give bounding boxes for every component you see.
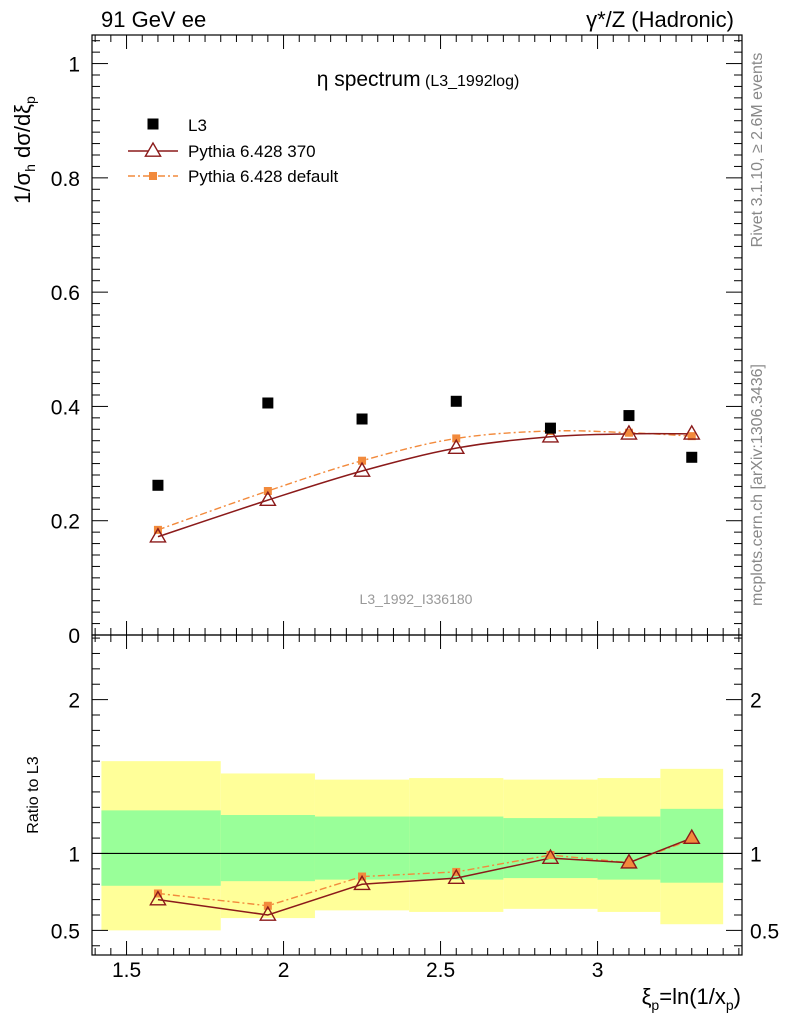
y-tick-label-ratio: 1 [68,843,80,866]
ratio-point-pythia-default [546,851,555,859]
point-pythia-370 [259,490,277,507]
rivet-label: Rivet 3.1.10, ≥ 2.6M events [749,53,766,248]
x-tick-label: 3 [592,959,604,982]
y-tick-label-ratio-right: 2 [750,690,762,713]
point-pythia-default [624,428,633,437]
series-pythia-default [153,427,696,534]
point-l3 [262,397,274,409]
ratio-point-pythia-default [452,867,461,876]
y-tick-label-main: 0.4 [51,396,81,419]
ratio-point-pythia-default [153,889,162,898]
legend-marker-pythia-370 [144,141,162,157]
series-line-pythia-370 [157,432,692,538]
x-tick-label: 2.5 [426,959,455,982]
y-axis-label-ratio: Ratio to L3 [25,756,42,833]
ratio-band-green [660,808,724,883]
ratio-band-green [503,818,598,879]
point-pythia-370 [149,527,167,543]
point-l3 [686,451,698,463]
ratio-point-pythia-370 [682,828,701,844]
point-l3 [623,410,635,422]
series-pythia-370 [149,424,701,543]
legend-marker-pythia-default [149,172,157,180]
ratio-point-pythia-370 [541,848,560,864]
watermark: L3_1992_I336180 [360,591,473,607]
y-ticks-ratio [92,637,742,947]
point-pythia-default [687,432,696,441]
point-pythia-default [358,456,367,465]
point-l3 [356,413,368,425]
point-pythia-370 [353,461,371,477]
legend-label-pythia-default: Pythia 6.428 default [188,167,339,186]
point-pythia-370 [682,424,701,440]
y-tick-label-ratio: 0.5 [51,920,80,943]
ratio-point-pythia-370 [149,890,167,906]
header-right: γ*/Z (Hadronic) [586,7,734,32]
x-ticks [94,35,740,955]
ratio-point-pythia-370 [259,905,277,921]
point-l3 [544,422,556,434]
ratio-point-pythia-370 [353,874,371,891]
y-tick-label-main: 0.6 [51,282,80,305]
series-line-pythia-default [157,430,692,531]
ratio-band-green [101,810,221,886]
y-tick-label-main: 1 [68,54,80,77]
y-axis-label-main: 1/σh dσ/dξp [10,96,38,204]
ratio-point-pythia-370 [447,868,466,884]
header-left: 91 GeV ee [101,7,207,32]
legend-label-l3: L3 [188,116,207,135]
point-pythia-default [452,434,461,443]
y-tick-label-main: 0.2 [51,511,80,534]
point-pythia-370 [541,427,560,443]
ratio-point-pythia-370 [620,853,638,869]
x-tick-label: 2 [278,959,290,982]
ratio-band-green [220,815,315,882]
ratio-series-pythia-370 [149,828,701,921]
x-axis-label: ξp=ln(1/xp) [642,984,741,1013]
point-pythia-370 [620,424,638,440]
ratio-band-green [597,816,661,880]
legend-marker-l3 [147,118,159,130]
x-tick-label: 1.5 [112,959,141,982]
ratio-plot-frame [91,634,743,956]
y-tick-label-ratio-right: 1 [750,843,762,866]
point-pythia-370 [447,438,466,455]
y-tick-label-ratio-right: 0.5 [750,920,779,943]
point-l3 [152,479,164,491]
legend: L3 Pythia 6.428 370 Pythia 6.428 default [128,116,339,186]
mcplots-label: mcplots.cern.ch [arXiv:1306.3436] [749,364,766,606]
y-tick-label-main: 0 [68,625,80,648]
y-tick-label-main: 0.8 [51,168,80,191]
plot-title: η spectrum (L3_1992log) [317,68,520,91]
point-l3 [450,395,462,407]
series-l3 [152,395,698,491]
y-ticks-main [92,40,742,636]
legend-label-pythia-370: Pythia 6.428 370 [188,142,316,161]
ratio-band-green [314,816,410,880]
y-tick-label-ratio: 2 [68,690,80,713]
